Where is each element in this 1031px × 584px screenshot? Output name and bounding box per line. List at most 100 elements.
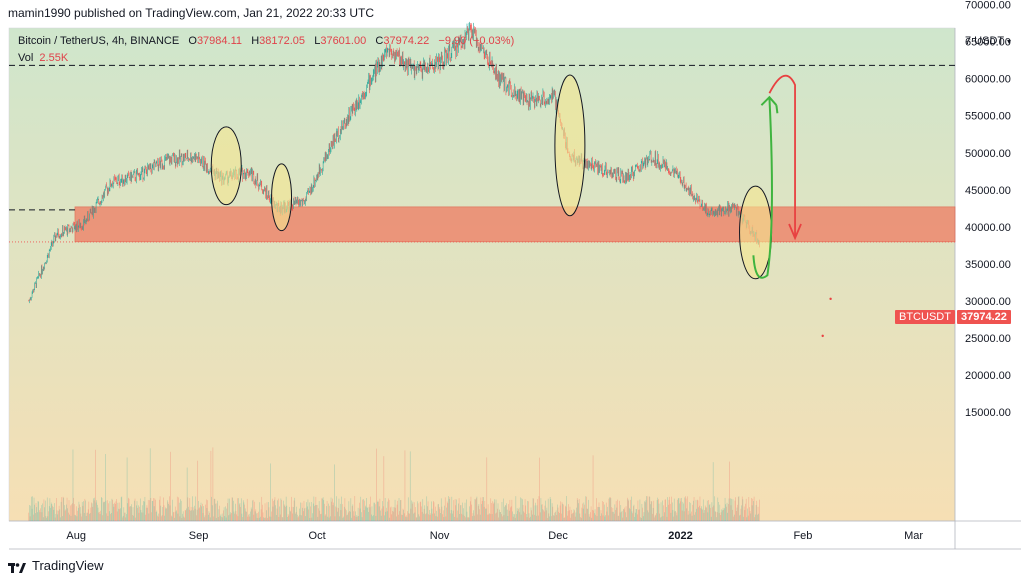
volume-bar bbox=[122, 517, 123, 521]
volume-bar bbox=[209, 517, 211, 521]
volume-bar bbox=[737, 496, 739, 521]
volume-bar bbox=[180, 500, 182, 521]
volume-bar bbox=[348, 501, 350, 521]
volume-bar bbox=[645, 500, 647, 521]
volume-bar bbox=[43, 499, 45, 521]
volume-bar bbox=[314, 505, 316, 521]
volume-bar bbox=[565, 505, 566, 521]
volume-bar bbox=[397, 500, 398, 521]
volume-bar bbox=[369, 504, 370, 521]
volume-bar bbox=[485, 508, 487, 521]
volume-bar bbox=[583, 502, 585, 521]
volume-bar bbox=[186, 467, 188, 521]
volume-bar bbox=[183, 516, 185, 521]
volume-bar bbox=[749, 507, 750, 521]
volume-bar bbox=[683, 511, 685, 521]
volume-bar bbox=[118, 502, 120, 521]
volume-bar bbox=[358, 516, 360, 521]
support-zone-rect[interactable] bbox=[74, 206, 956, 243]
volume-bar bbox=[260, 509, 262, 521]
volume-bar bbox=[552, 506, 554, 521]
volume-bar bbox=[614, 504, 616, 521]
footer-brand[interactable]: TradingView bbox=[32, 558, 104, 573]
volume-bar bbox=[699, 496, 701, 521]
volume-bar bbox=[319, 510, 321, 521]
volume-bar bbox=[700, 506, 702, 521]
close-label: C bbox=[375, 35, 384, 47]
volume-bar bbox=[335, 506, 336, 521]
volume-bar bbox=[57, 514, 59, 521]
volume-bar bbox=[649, 496, 651, 521]
volume-bar bbox=[414, 512, 416, 521]
volume-bar bbox=[510, 507, 511, 521]
currency-unit[interactable]: 7 USDT ▾ bbox=[965, 35, 1011, 47]
volume-bar bbox=[98, 512, 100, 521]
volume-bar bbox=[734, 500, 736, 521]
volume-bar bbox=[477, 514, 478, 521]
volume-bar bbox=[401, 514, 402, 521]
volume-bar bbox=[683, 503, 684, 521]
volume-bar bbox=[281, 499, 282, 521]
volume-bar bbox=[217, 500, 218, 521]
volume-bar bbox=[370, 496, 371, 521]
volume-bar bbox=[203, 506, 204, 521]
volume-bar bbox=[209, 512, 210, 521]
highlight-ellipse[interactable] bbox=[210, 126, 242, 206]
volume-bar bbox=[450, 509, 452, 521]
volume-bar bbox=[411, 500, 412, 521]
volume-bar bbox=[378, 506, 380, 521]
volume-bar bbox=[81, 502, 83, 521]
green-up-arrow[interactable] bbox=[752, 97, 773, 279]
volume-bar bbox=[56, 510, 58, 521]
volume-bar bbox=[662, 500, 663, 521]
volume-bar bbox=[420, 501, 422, 521]
symbol-label[interactable]: Bitcoin / TetherUS, 4h, BINANCE bbox=[18, 35, 180, 47]
volume-bar bbox=[289, 506, 290, 521]
volume-bar bbox=[526, 514, 527, 521]
volume-bar bbox=[55, 513, 57, 521]
volume-bar bbox=[163, 505, 165, 521]
volume-bar bbox=[708, 499, 709, 521]
symbol-badge: BTCUSDT bbox=[895, 310, 955, 324]
volume-bar bbox=[107, 515, 109, 521]
volume-bar bbox=[73, 497, 74, 521]
volume-bar bbox=[351, 517, 352, 521]
highlight-ellipse[interactable] bbox=[271, 163, 293, 232]
volume-bar bbox=[275, 505, 276, 521]
volume-bar bbox=[633, 504, 635, 521]
volume-bar bbox=[241, 513, 243, 521]
volume-bar bbox=[739, 514, 741, 521]
y-tick-label: 20000.00 bbox=[965, 370, 1011, 382]
volume-bar bbox=[557, 507, 559, 521]
volume-bar bbox=[230, 512, 232, 521]
volume-bar bbox=[616, 507, 618, 521]
volume-bar bbox=[258, 511, 259, 521]
volume-bar bbox=[318, 508, 319, 521]
volume-bar bbox=[127, 503, 129, 521]
volume-bar bbox=[691, 511, 692, 521]
highlight-ellipse[interactable] bbox=[739, 185, 773, 280]
volume-bar bbox=[193, 510, 195, 521]
y-tick-label: 15000.00 bbox=[965, 407, 1011, 419]
volume-bar bbox=[430, 513, 431, 521]
volume-bar bbox=[304, 516, 306, 521]
volume-bar bbox=[650, 500, 652, 521]
volume-bar bbox=[405, 515, 407, 521]
highlight-ellipse[interactable] bbox=[554, 74, 586, 217]
volume-bar bbox=[353, 515, 355, 521]
volume-bar bbox=[263, 517, 265, 521]
volume-bar bbox=[208, 511, 210, 521]
volume-bar bbox=[93, 498, 94, 521]
volume-bar bbox=[692, 504, 694, 521]
volume-bar bbox=[707, 512, 709, 521]
volume-bar bbox=[605, 515, 606, 521]
volume-bar bbox=[246, 498, 248, 521]
volume-bar bbox=[109, 501, 111, 521]
volume-bar bbox=[413, 502, 415, 521]
volume-bar bbox=[213, 516, 214, 521]
red-down-arrow[interactable] bbox=[768, 74, 796, 239]
volume-bar bbox=[668, 499, 670, 521]
volume-bar bbox=[460, 505, 462, 521]
tradingview-logo-icon[interactable] bbox=[8, 561, 26, 573]
